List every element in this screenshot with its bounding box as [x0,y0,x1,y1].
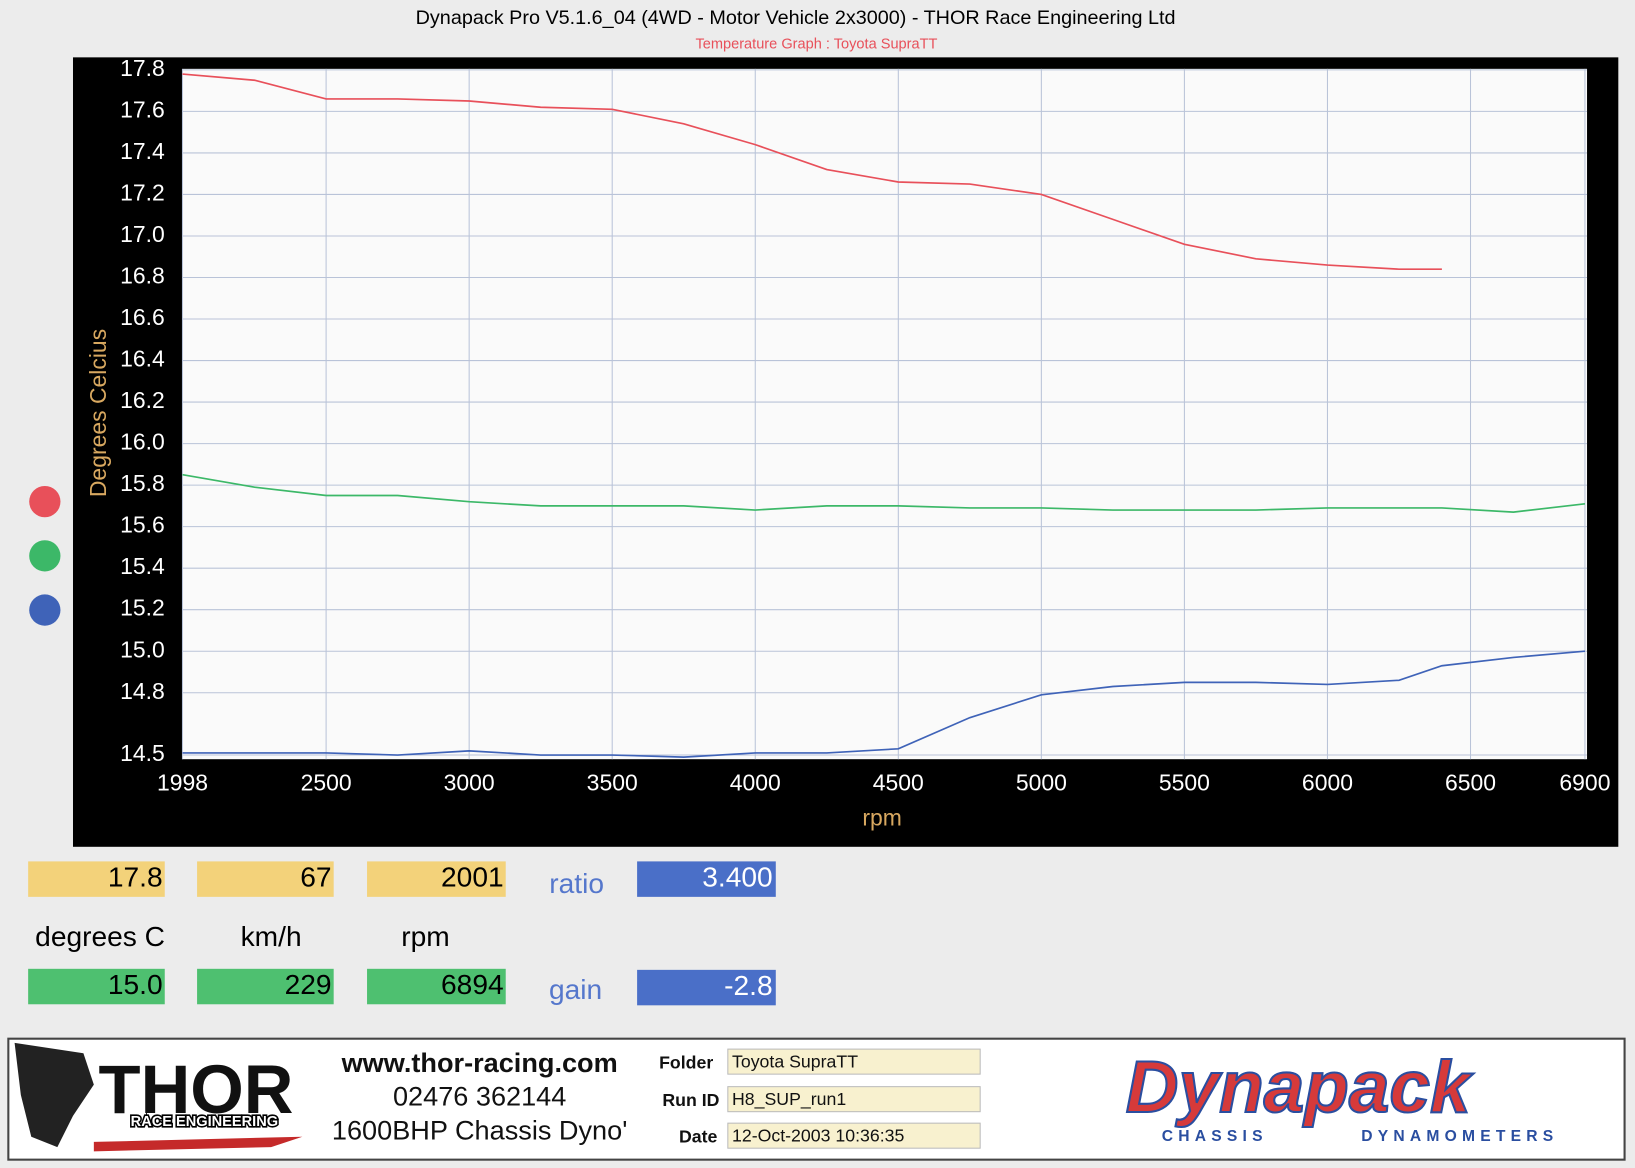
ratio-box [637,861,776,897]
readout-box [28,861,165,897]
x-tick-label: 5500 [1159,769,1210,795]
readout-box [197,861,334,897]
thor-emblem [14,1042,94,1148]
x-tick-label: 5000 [1016,769,1067,795]
readout-unit: degrees C [35,921,165,952]
y-tick-label: 15.6 [120,512,165,538]
readout-unit: rpm [401,921,449,952]
field-label: Date [679,1126,718,1146]
y-tick-label: 16.2 [120,387,165,413]
x-tick-label: 6900 [1559,769,1610,795]
y-tick-label: 17.0 [120,221,165,247]
field-label: Folder [659,1052,713,1072]
chart-subtitle: Temperature Graph : Toyota SupraTT [695,37,937,53]
x-tick-label: 4000 [730,769,781,795]
y-tick-label: 16.0 [120,429,165,455]
y-tick-label: 15.2 [120,595,165,621]
dyno-spec: 1600BHP Chassis Dyno' [332,1115,627,1146]
legend-dot [29,594,61,626]
legend-dot [29,540,61,572]
y-tick-label: 14.5 [120,740,165,766]
x-tick-label: 3000 [444,769,495,795]
y-tick-label: 15.4 [120,553,165,579]
thor-logo: THOR [99,1051,294,1128]
y-tick-label: 17.4 [120,138,165,164]
website: www.thor-racing.com [341,1047,618,1078]
dynapack-sub: DYNAMOMETERS [1361,1128,1558,1145]
readout-box [197,968,334,1005]
y-tick-label: 15.8 [120,470,165,496]
readout-value: 6894 [441,969,504,1000]
series-line [182,73,1442,271]
y-tick-label: 14.8 [120,678,165,704]
readout-value: 67 [300,862,331,893]
readout-box [367,968,506,1005]
dynapack-sub: CHASSIS [1162,1128,1268,1145]
y-tick-label: 16.8 [120,263,165,289]
readout-value: 15.0 [108,969,163,1000]
readout-unit: km/h [241,921,302,952]
x-tick-label: 2500 [301,769,352,795]
ratio-label: ratio [549,868,604,899]
dynapack-logo: Dynapack [1126,1047,1474,1128]
field-box [727,1048,981,1075]
x-tick-label: 4500 [873,769,924,795]
readout-box [28,968,165,1005]
y-tick-label: 17.2 [120,180,165,206]
legend-dot [29,485,61,518]
series-line [182,650,1586,758]
gain-box [637,969,776,1006]
y-tick-label: 15.0 [120,636,165,662]
field-value: Toyota SupraTT [732,1051,858,1071]
x-tick-label: 3500 [587,769,638,795]
thor-logo-sub: RACE ENGINEERING [131,1114,278,1130]
grid: 17.8 17.6 17.4 17.2 17.0 16.8 16.6 16.4 16.2 16.0… [120,55,1610,795]
gain-label: gain [549,974,602,1005]
ratio-value: 3.400 [702,862,772,893]
series-line [182,473,1586,513]
thor-stripe [93,1136,303,1152]
field-label: Run ID [662,1090,719,1110]
field-box [727,1086,981,1113]
lines [182,73,1586,758]
y-tick-label: 16.6 [120,304,165,330]
gain-value: -2.8 [724,970,772,1001]
field-box [727,1122,981,1149]
readout-value: 2001 [441,862,504,893]
plot-area [182,68,1588,760]
x-tick-label: 6500 [1445,769,1496,795]
y-tick-label: 17.6 [120,96,165,122]
x-axis-title: rpm [862,805,902,831]
chart-title: Dynapack Pro V5.1.6_04 (4WD - Motor Vehi… [416,7,1176,29]
x-tick-label: 1998 [157,769,208,795]
phone: 02476 362144 [393,1080,566,1111]
y-axis-title: Degrees Celcius [85,329,111,497]
legend [29,485,61,626]
field-value: H8_SUP_run1 [732,1089,846,1110]
readout-value: 229 [285,969,332,1000]
field-value: 12-Oct-2003 10:36:35 [732,1125,905,1145]
y-tick-label: 17.8 [120,55,165,81]
y-tick-label: 16.4 [120,346,165,372]
readout-box [367,861,506,897]
x-tick-label: 6000 [1302,769,1353,795]
readout-value: 17.8 [108,862,163,893]
